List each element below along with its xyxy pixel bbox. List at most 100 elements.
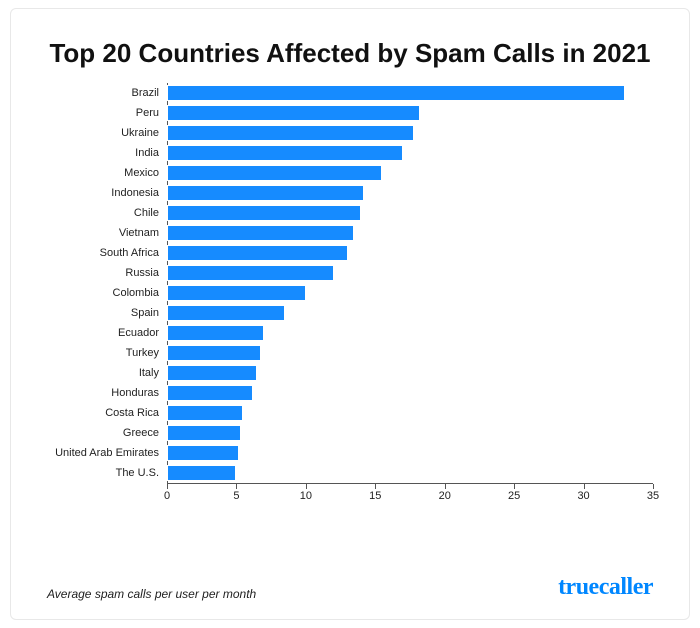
bar-track (167, 203, 653, 223)
x-tick-label: 5 (233, 490, 239, 502)
bar (167, 145, 403, 161)
chart-caption: Average spam calls per user per month (47, 587, 256, 601)
bar-track (167, 423, 653, 443)
y-axis-label: Peru (47, 107, 167, 119)
bar-row: Ukraine (47, 123, 653, 143)
bar-row: Spain (47, 303, 653, 323)
bar-row: United Arab Emirates (47, 443, 653, 463)
x-axis: 05101520253035 (47, 483, 653, 507)
y-axis-label: Costa Rica (47, 407, 167, 419)
bar (167, 225, 354, 241)
x-tick (514, 484, 515, 489)
bar-row: Indonesia (47, 183, 653, 203)
bar (167, 205, 361, 221)
bar-track (167, 223, 653, 243)
bar-row: Greece (47, 423, 653, 443)
bar (167, 385, 253, 401)
bar-row: South Africa (47, 243, 653, 263)
bar-track (167, 323, 653, 343)
x-axis-ticks: 05101520253035 (167, 483, 653, 507)
y-axis-label: South Africa (47, 247, 167, 259)
x-tick-label: 35 (647, 490, 659, 502)
bar (167, 405, 243, 421)
x-tick (375, 484, 376, 489)
bar-track (167, 143, 653, 163)
x-tick (236, 484, 237, 489)
bar-track (167, 343, 653, 363)
chart-title: Top 20 Countries Affected by Spam Calls … (47, 39, 653, 69)
y-axis-label: Ecuador (47, 327, 167, 339)
bar-track (167, 383, 653, 403)
bar-track (167, 263, 653, 283)
bar-track (167, 463, 653, 483)
bar-track (167, 123, 653, 143)
bar (167, 165, 382, 181)
bar-track (167, 363, 653, 383)
bar (167, 185, 364, 201)
y-axis-label: United Arab Emirates (47, 447, 167, 459)
bar (167, 365, 257, 381)
bar (167, 245, 348, 261)
bar (167, 345, 261, 361)
y-axis-label: Chile (47, 207, 167, 219)
brand-logo: truecaller (558, 574, 653, 601)
y-axis-label: India (47, 147, 167, 159)
bar-track (167, 103, 653, 123)
bar (167, 85, 625, 101)
bar-row: India (47, 143, 653, 163)
bar-row: Vietnam (47, 223, 653, 243)
bar-track (167, 183, 653, 203)
y-axis-label: Colombia (47, 287, 167, 299)
y-axis-label: Greece (47, 427, 167, 439)
bar-track (167, 303, 653, 323)
bar (167, 285, 306, 301)
y-axis-label: The U.S. (47, 467, 167, 479)
bar-track (167, 443, 653, 463)
bar-track (167, 283, 653, 303)
y-axis-label: Turkey (47, 347, 167, 359)
bar-track (167, 83, 653, 103)
bar (167, 265, 334, 281)
bar-track (167, 403, 653, 423)
bar (167, 325, 264, 341)
y-axis-label: Mexico (47, 167, 167, 179)
y-axis-label: Italy (47, 367, 167, 379)
bar-row: Brazil (47, 83, 653, 103)
y-axis-label: Indonesia (47, 187, 167, 199)
bar (167, 105, 420, 121)
x-tick-label: 0 (164, 490, 170, 502)
x-tick (167, 484, 168, 489)
bar-row: Russia (47, 263, 653, 283)
x-tick-label: 15 (369, 490, 381, 502)
y-axis-label: Vietnam (47, 227, 167, 239)
bar (167, 445, 239, 461)
x-tick-label: 20 (439, 490, 451, 502)
bar-row: Mexico (47, 163, 653, 183)
bar-track (167, 243, 653, 263)
x-tick (584, 484, 585, 489)
x-tick-label: 10 (300, 490, 312, 502)
bar (167, 425, 241, 441)
bar (167, 465, 236, 481)
bar-row: Ecuador (47, 323, 653, 343)
bar-row: Colombia (47, 283, 653, 303)
chart-footer: Average spam calls per user per month tr… (47, 574, 653, 601)
bar-track (167, 163, 653, 183)
bar-row: Chile (47, 203, 653, 223)
bar-row: Italy (47, 363, 653, 383)
bar (167, 305, 285, 321)
bar (167, 125, 414, 141)
bar-row: Peru (47, 103, 653, 123)
y-axis-label: Brazil (47, 87, 167, 99)
bar-row: The U.S. (47, 463, 653, 483)
x-tick (653, 484, 654, 489)
bar-row: Turkey (47, 343, 653, 363)
x-tick (445, 484, 446, 489)
x-tick (306, 484, 307, 489)
y-axis-label: Honduras (47, 387, 167, 399)
bar-row: Costa Rica (47, 403, 653, 423)
spam-calls-bar-chart: Brazil Peru Ukraine India Mexico Indonesia Chi… (47, 83, 653, 507)
y-axis-label: Ukraine (47, 127, 167, 139)
x-tick-label: 30 (577, 490, 589, 502)
x-tick-label: 25 (508, 490, 520, 502)
